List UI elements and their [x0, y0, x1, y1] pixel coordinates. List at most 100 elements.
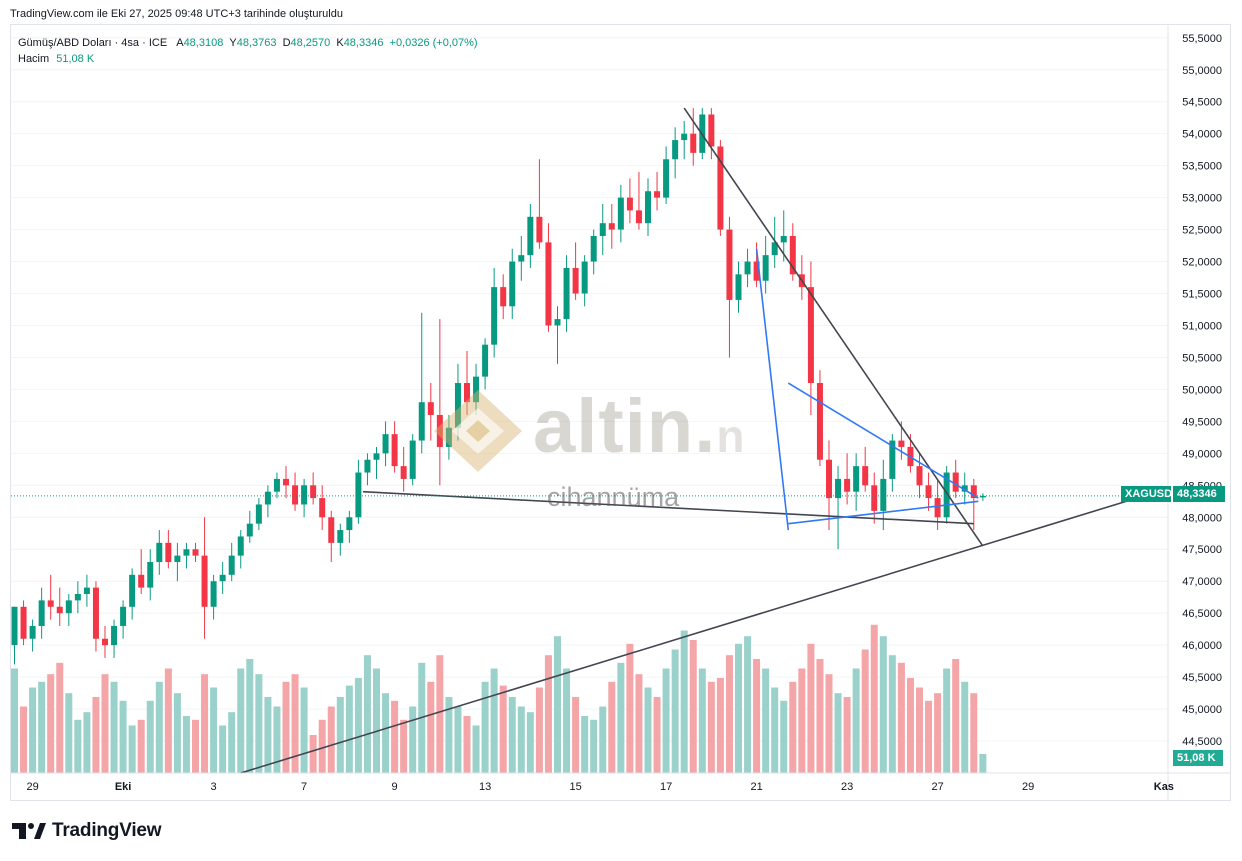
candle-body: [464, 383, 470, 403]
high-value: 48,3763: [236, 37, 277, 49]
candle: [310, 472, 317, 505]
candle: [355, 459, 362, 524]
volume-bar: [897, 662, 905, 773]
volume-row: Hacim 51,08 K: [18, 51, 478, 67]
volume-bar: [816, 659, 824, 773]
price-tick-label: 45,5000: [1182, 672, 1222, 684]
candle-body: [219, 574, 226, 582]
volume-bar: [662, 668, 670, 773]
volume-bar: [517, 706, 525, 773]
candle-body: [654, 191, 661, 198]
candle: [816, 370, 823, 467]
candle: [373, 446, 380, 479]
price-tick-label: 54,0000: [1182, 129, 1222, 141]
candle: [328, 510, 335, 563]
candle-body: [301, 485, 308, 505]
price-tick-label: 50,0000: [1182, 384, 1222, 396]
volume-bar: [554, 636, 561, 773]
candle-body: [545, 242, 552, 326]
price-tick-label: 55,0000: [1182, 65, 1222, 77]
candle-body: [364, 459, 371, 473]
volume-bar: [291, 674, 299, 773]
volume-bar: [246, 659, 254, 773]
candle: [853, 453, 860, 511]
candle-body: [563, 267, 570, 320]
candle: [789, 223, 796, 281]
volume-bar: [626, 643, 634, 773]
candle: [255, 498, 262, 531]
candle: [807, 261, 814, 415]
volume-bar: [707, 681, 715, 773]
volume-bar: [318, 719, 326, 773]
candle-body: [554, 319, 561, 326]
volume-bar: [789, 681, 797, 773]
volume-bar: [535, 687, 543, 773]
candle-body: [762, 255, 769, 281]
candle-body: [445, 427, 452, 447]
candle-body: [409, 440, 416, 479]
volume-bar: [92, 697, 100, 773]
candle: [979, 493, 986, 501]
volume-bar: [472, 725, 480, 773]
candle: [482, 338, 489, 390]
volume-bar: [961, 681, 969, 773]
volume-bar: [164, 668, 172, 773]
candle-body: [753, 261, 760, 281]
volume-bar: [400, 719, 408, 773]
candle: [192, 542, 199, 563]
candle: [464, 351, 470, 415]
candle: [771, 216, 778, 268]
candle-body: [147, 562, 154, 588]
candle: [319, 485, 326, 531]
volume-bar: [617, 662, 625, 773]
time-tick-label: 29: [1022, 781, 1034, 793]
volume-bar: [146, 700, 154, 773]
symbol-title[interactable]: Gümüş/ABD Doları · 4sa · ICE: [18, 37, 168, 49]
candle-body: [961, 485, 968, 492]
candle: [11, 606, 18, 665]
candle: [744, 248, 751, 288]
volume-bar: [798, 668, 806, 773]
volume-bar: [544, 655, 552, 773]
candle: [536, 159, 543, 249]
candle-body: [726, 229, 733, 300]
candle: [663, 146, 670, 205]
blue-trendline: [787, 382, 979, 499]
candle: [301, 478, 308, 518]
dark-trendline: [683, 107, 984, 547]
price-tick-label: 53,5000: [1182, 161, 1222, 173]
volume-bar: [925, 700, 933, 773]
volume-bar: [327, 706, 335, 773]
candle-body: [192, 549, 199, 556]
candle-body: [871, 485, 878, 511]
candle: [273, 472, 280, 499]
last-price-tag: 48,3346: [1173, 486, 1225, 502]
volume-value-tag: 51,08 K: [1173, 750, 1223, 766]
volume-bar: [201, 674, 209, 773]
candle-body: [255, 504, 262, 524]
volume-bar: [29, 687, 37, 773]
chart-legend: Gümüş/ABD Doları · 4sa · ICE A48,3108 Y4…: [18, 35, 478, 67]
symbol-price-tag: XAGUSD: [1121, 486, 1172, 502]
watermark-brand: altin.n: [533, 383, 745, 470]
candle-body: [635, 210, 642, 224]
candle-body: [934, 498, 941, 518]
candle-body: [735, 274, 742, 300]
volume-bar: [834, 693, 842, 773]
high-label: Y: [229, 37, 237, 49]
volume-bar: [391, 700, 399, 773]
volume-bar: [861, 649, 869, 773]
volume-bar: [155, 681, 163, 773]
volume-label[interactable]: Hacim: [18, 53, 50, 65]
change-value: +0,0326 (+0,07%): [389, 37, 478, 49]
candle-body: [536, 216, 543, 243]
tradingview-footer[interactable]: TradingView: [12, 820, 162, 842]
candle-body: [237, 536, 244, 556]
chart-frame: [10, 24, 1231, 801]
candle-body: [427, 402, 434, 415]
candle-body: [527, 216, 534, 256]
grid-lines: [11, 37, 1168, 742]
volume-bar: [653, 697, 661, 773]
time-tick-label: 27: [931, 781, 943, 793]
